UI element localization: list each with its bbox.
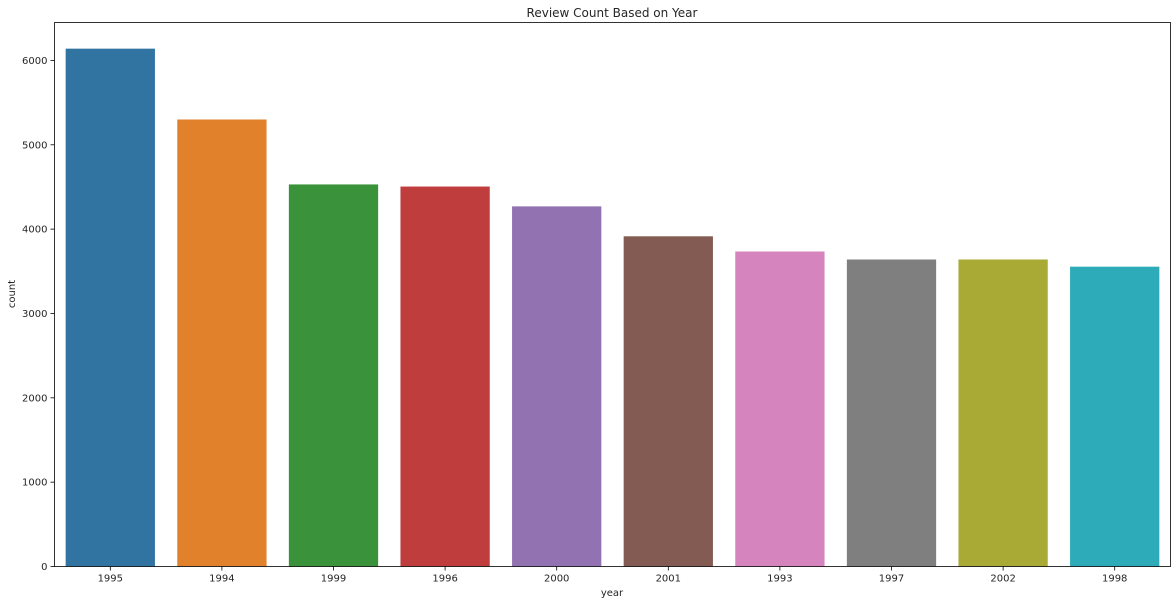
x-tick-label: 1999 (321, 574, 346, 585)
bar-1993 (735, 251, 825, 567)
y-tick-label: 2000 (22, 393, 47, 404)
chart-title: Review Count Based on Year (527, 6, 698, 20)
y-tick-label: 6000 (22, 56, 47, 67)
x-tick-label: 2002 (990, 574, 1015, 585)
x-tick-label: 1998 (1102, 574, 1127, 585)
y-tick-label: 0 (41, 562, 47, 573)
x-tick-label: 1993 (767, 574, 792, 585)
x-axis-label: year (601, 588, 624, 599)
y-tick-label: 3000 (22, 309, 47, 320)
bar-1999 (288, 184, 379, 567)
y-axis: 0 1000 2000 3000 4000 5000 6000 (22, 56, 55, 573)
x-tick-label: 2000 (544, 574, 569, 585)
bar-1995 (65, 48, 155, 567)
bar-1996 (400, 186, 490, 567)
bar-2001 (623, 236, 713, 567)
x-tick-label: 1996 (432, 574, 457, 585)
x-axis: 1995 1994 1999 1996 2000 2001 1993 1997 2002 1998 (98, 566, 1127, 585)
x-tick-label: 1995 (98, 574, 123, 585)
x-tick-label: 2001 (656, 574, 681, 585)
bar-2000 (512, 206, 602, 567)
y-tick-label: 4000 (22, 225, 47, 236)
y-tick-label: 1000 (22, 478, 47, 489)
bar-2002 (958, 259, 1048, 567)
bars-group (65, 48, 1160, 567)
x-tick-label: 1997 (879, 574, 904, 585)
y-tick-label: 5000 (22, 140, 47, 151)
bar-1998 (1070, 266, 1160, 567)
plot-frame (54, 22, 1171, 567)
x-tick-label: 1994 (209, 574, 234, 585)
bar-1997 (846, 259, 937, 567)
y-axis-label: count (7, 280, 18, 308)
bar-1994 (177, 119, 267, 567)
